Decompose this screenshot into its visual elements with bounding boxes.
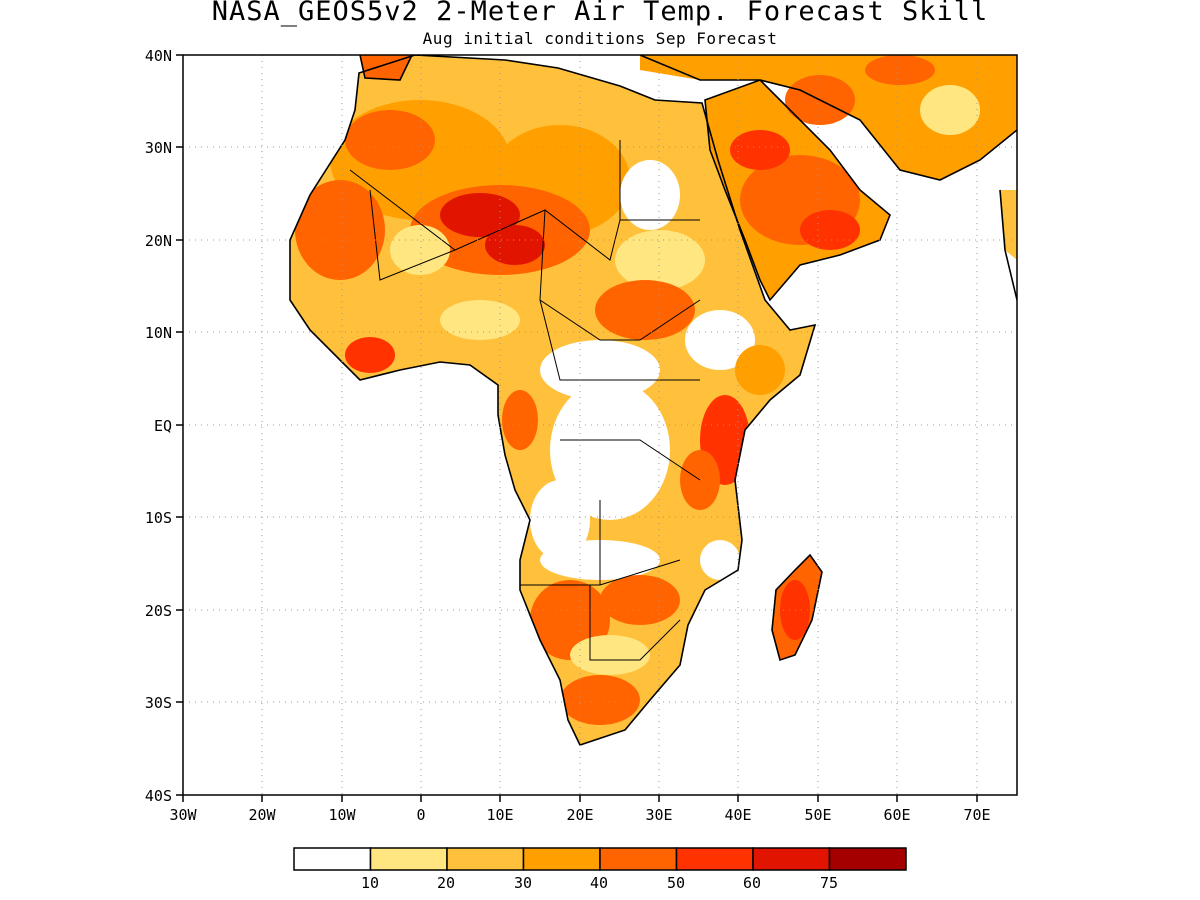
x-tick-label: 20W — [248, 806, 276, 824]
gridlines — [183, 55, 1017, 795]
map-title: NASA_GEOS5v2 2-Meter Air Temp. Forecast … — [211, 0, 989, 27]
colorbar-label: 30 — [514, 874, 532, 892]
colorbar-label: 20 — [437, 874, 455, 892]
colorbar-label: 75 — [820, 874, 838, 892]
y-tick-label: 40S — [145, 787, 172, 805]
x-tick-label: 30W — [169, 806, 197, 824]
colorbar-swatch — [446, 847, 525, 871]
map-subtitle: Aug initial conditions Sep Forecast — [422, 29, 778, 48]
colorbar-swatch — [675, 847, 754, 871]
coastlines — [289, 55, 1017, 746]
x-tick-labels: 30W 20W 10W 0 10E 20E 30E 40E 50E 60E 70… — [169, 806, 990, 824]
y-tick-label: 20N — [145, 232, 172, 250]
y-tick-labels: 40N 30N 20N 10N EQ 10S 20S 30S 40S — [145, 47, 172, 805]
colorbar-label: 40 — [590, 874, 608, 892]
colorbar-swatch — [293, 847, 372, 871]
y-tick-label: 20S — [145, 602, 172, 620]
colorbar-label: 50 — [667, 874, 685, 892]
colorbar-labels: 10 20 30 40 50 60 75 — [361, 874, 838, 892]
x-tick-label: 10E — [486, 806, 513, 824]
x-tick-label: 10W — [328, 806, 356, 824]
y-tick-label: 10S — [145, 509, 172, 527]
x-tick-label: 70E — [963, 806, 990, 824]
colorbar-swatch — [752, 847, 831, 871]
colorbar-swatch — [828, 847, 907, 871]
y-tick-marks — [176, 54, 183, 796]
y-tick-label: 30S — [145, 694, 172, 712]
y-tick-label: 30N — [145, 139, 172, 157]
colorbar-swatch — [522, 847, 601, 871]
x-tick-label: 50E — [804, 806, 831, 824]
x-tick-label: 20E — [566, 806, 593, 824]
y-tick-label: 10N — [145, 324, 172, 342]
x-tick-label: 0 — [416, 806, 425, 824]
x-tick-label: 60E — [883, 806, 910, 824]
colorbar-swatch — [369, 847, 448, 871]
y-tick-label: EQ — [154, 417, 172, 435]
y-tick-label: 40N — [145, 47, 172, 65]
colorbar-label: 10 — [361, 874, 379, 892]
colorbar-label: 60 — [743, 874, 761, 892]
colorbar — [293, 847, 907, 871]
x-tick-marks — [182, 795, 978, 802]
colorbar-swatch — [599, 847, 678, 871]
x-tick-label: 40E — [724, 806, 751, 824]
x-tick-label: 30E — [645, 806, 672, 824]
